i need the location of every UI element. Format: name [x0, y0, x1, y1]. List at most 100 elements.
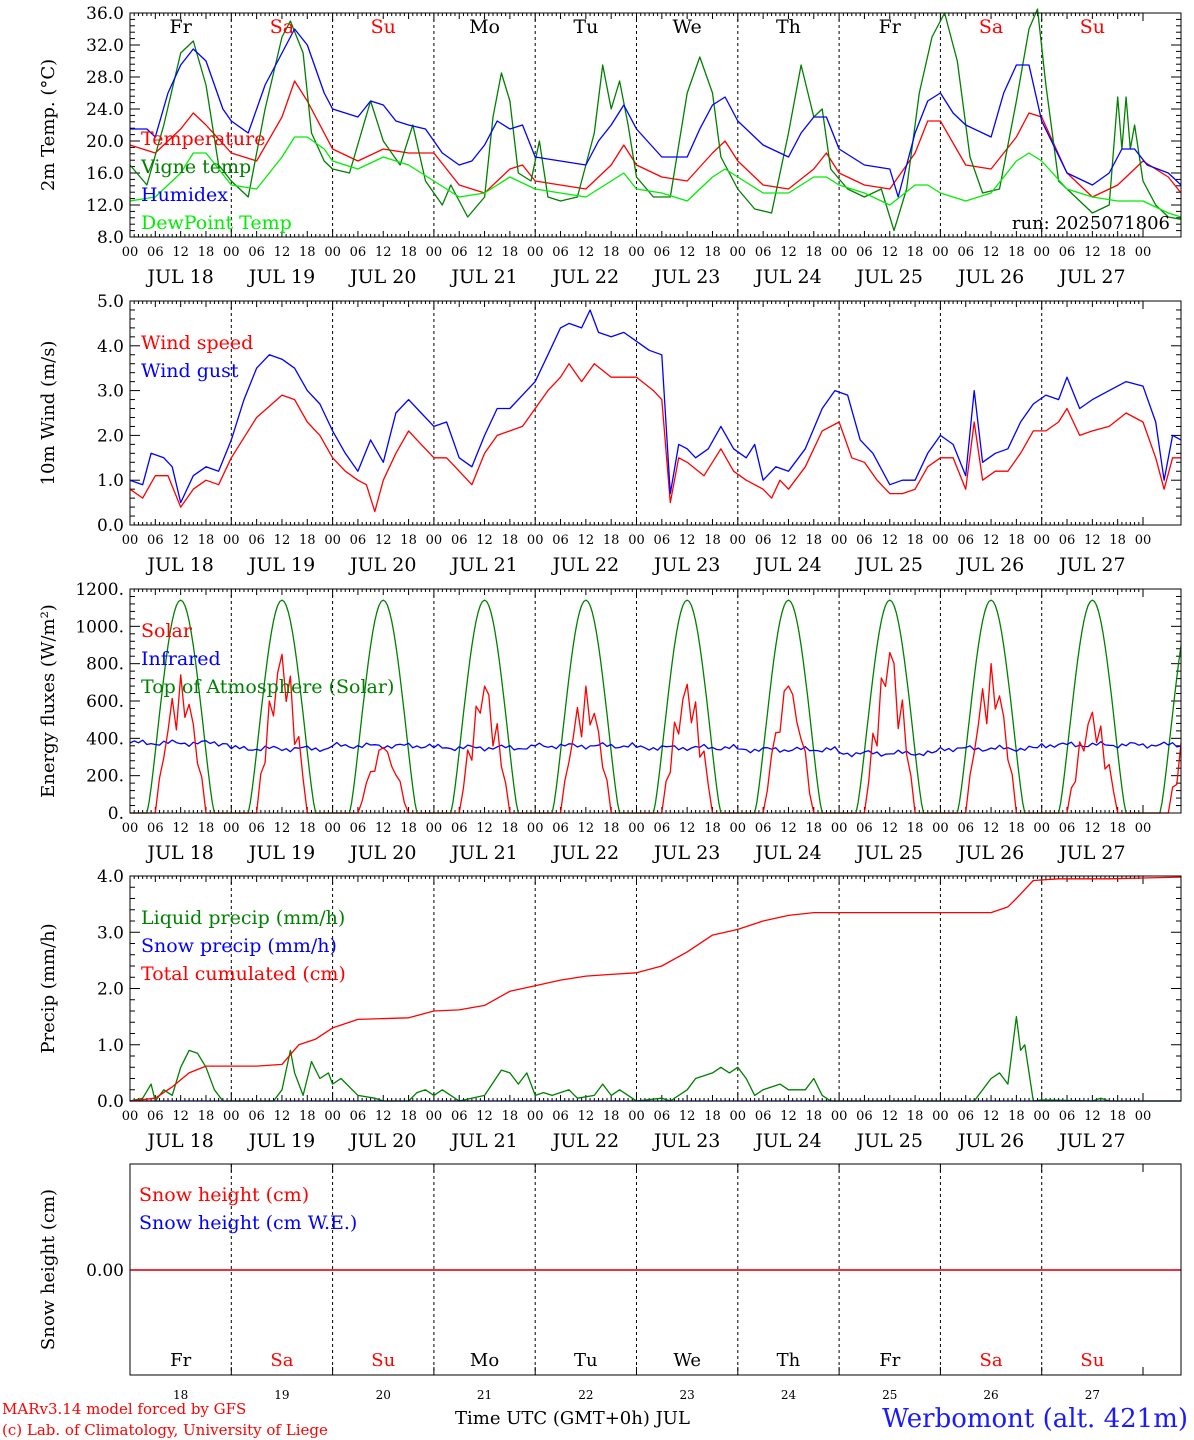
hour-tick-label: 00 — [122, 533, 139, 548]
weekday-label: Th — [777, 1350, 801, 1371]
date-label: JUL 19 — [247, 266, 315, 288]
hour-tick-label: 12 — [1084, 1109, 1101, 1124]
y-tick-label: 4.0 — [97, 337, 124, 357]
hour-tick-label: 00 — [831, 821, 848, 836]
hour-tick-label: 00 — [324, 533, 341, 548]
hour-tick-label: 18 — [603, 245, 620, 260]
y-tick-label: 8.0 — [97, 228, 124, 248]
date-label: JUL 24 — [753, 266, 821, 288]
hour-tick-label: 00 — [628, 245, 645, 260]
panel-frame — [129, 875, 1182, 1102]
y-tick-label: 0.00 — [86, 1261, 124, 1281]
y-tick-label: 28.0 — [86, 68, 124, 88]
y-tick-label: 1.0 — [97, 1036, 124, 1056]
weekday-label: Su — [1080, 16, 1105, 38]
hour-tick-label: 12 — [1084, 245, 1101, 260]
hour-tick-label: 12 — [780, 533, 797, 548]
date-label: JUL 25 — [855, 266, 923, 288]
y-axis-title: 2m Temp. (°C) — [38, 59, 59, 191]
hour-tick-label: 00 — [426, 821, 443, 836]
hour-tick-label: 06 — [451, 1109, 468, 1124]
hour-tick-label: 06 — [654, 1109, 671, 1124]
hour-tick-label: 00 — [628, 533, 645, 548]
day-number-label: 26 — [983, 1388, 998, 1402]
legend-entry: Infrared — [141, 648, 221, 670]
hour-tick-label: 18 — [400, 533, 417, 548]
date-label: JUL 26 — [956, 266, 1024, 288]
hour-tick-label: 06 — [957, 1109, 974, 1124]
hour-tick-label: 18 — [603, 1109, 620, 1124]
hour-tick-label: 06 — [755, 245, 772, 260]
legend-entry: Vigne temp — [140, 156, 251, 178]
hour-tick-label: 12 — [1084, 821, 1101, 836]
hour-tick-label: 06 — [1059, 245, 1076, 260]
y-tick-label: 0.0 — [97, 516, 124, 536]
hour-tick-label: 18 — [198, 245, 215, 260]
hour-tick-label: 06 — [957, 821, 974, 836]
hour-tick-label: 00 — [1135, 1109, 1152, 1124]
hour-tick-label: 18 — [400, 245, 417, 260]
hour-tick-label: 00 — [223, 245, 240, 260]
hour-tick-label: 12 — [476, 1109, 493, 1124]
panel-frame — [129, 588, 1182, 814]
panel-frame — [129, 1163, 1182, 1376]
hour-tick-label: 06 — [957, 245, 974, 260]
date-label: JUL 19 — [247, 1130, 315, 1152]
hour-tick-label: 18 — [806, 533, 823, 548]
hour-tick-label: 00 — [122, 245, 139, 260]
day-number-label: 22 — [578, 1388, 593, 1402]
hour-tick-label: 12 — [679, 1109, 696, 1124]
hour-tick-label: 06 — [856, 821, 873, 836]
weekday-label: Sa — [980, 1350, 1003, 1371]
hour-tick-label: 18 — [806, 821, 823, 836]
run-annotation: run: 2025071806 — [1012, 213, 1170, 234]
series-line — [129, 80, 1182, 198]
hour-tick-label: 12 — [476, 821, 493, 836]
legend-entry: Temperature — [141, 128, 265, 150]
date-label: JUL 27 — [1057, 554, 1125, 576]
series-line — [129, 8, 1182, 232]
hour-tick-label: 18 — [198, 1109, 215, 1124]
hour-tick-label: 12 — [578, 533, 595, 548]
hour-tick-label: 12 — [983, 821, 1000, 836]
date-label: JUL 24 — [753, 1130, 821, 1152]
weekday-label: Sa — [270, 16, 294, 38]
hour-tick-label: 00 — [932, 245, 949, 260]
y-axis-title: Snow height (cm) — [38, 1189, 59, 1350]
x-axis-title: Time UTC (GMT+0h) JUL — [455, 1408, 690, 1429]
hour-tick-label: 00 — [730, 821, 747, 836]
hour-tick-label: 12 — [679, 245, 696, 260]
hour-tick-label: 18 — [1008, 245, 1025, 260]
hour-tick-label: 12 — [274, 821, 291, 836]
y-tick-label: 600. — [86, 692, 124, 712]
legend-entry: DewPoint Temp — [141, 212, 292, 234]
hour-tick-label: 00 — [426, 245, 443, 260]
date-label: JUL 23 — [652, 842, 720, 864]
hour-tick-label: 18 — [1008, 533, 1025, 548]
hour-tick-label: 06 — [755, 533, 772, 548]
legend-entry: Wind gust — [141, 360, 239, 382]
y-axis-panel-3: 0. 200. 400. 600. 800. 1000. 1200. — [75, 580, 1181, 824]
hour-tick-label: 18 — [299, 533, 316, 548]
legend-entry: Liquid precip (mm/h) — [141, 907, 345, 929]
day-number-label: 20 — [376, 1388, 391, 1402]
weekday-label: Mo — [470, 1350, 499, 1371]
legend-entry: Snow height (cm W.E.) — [139, 1212, 357, 1234]
panel-frame — [129, 12, 1182, 238]
hour-tick-label: 00 — [223, 821, 240, 836]
weekday-label: Fr — [170, 1350, 191, 1371]
hour-tick-label: 18 — [299, 821, 316, 836]
hour-tick-label: 12 — [780, 245, 797, 260]
y-tick-label: 0.0 — [97, 1092, 124, 1112]
hour-tick-label: 06 — [451, 821, 468, 836]
legend-entry: Wind speed — [141, 332, 253, 354]
weekday-label: Fr — [879, 16, 902, 38]
y-tick-label: 200. — [86, 767, 124, 787]
date-label: JUL 22 — [551, 842, 619, 864]
hour-tick-label: 06 — [755, 821, 772, 836]
hour-tick-label: 18 — [907, 821, 924, 836]
y-axis-title: 10m Wind (m/s) — [38, 341, 59, 486]
hour-tick-label: 12 — [476, 533, 493, 548]
legend-entry: Snow precip (mm/h) — [141, 935, 337, 957]
